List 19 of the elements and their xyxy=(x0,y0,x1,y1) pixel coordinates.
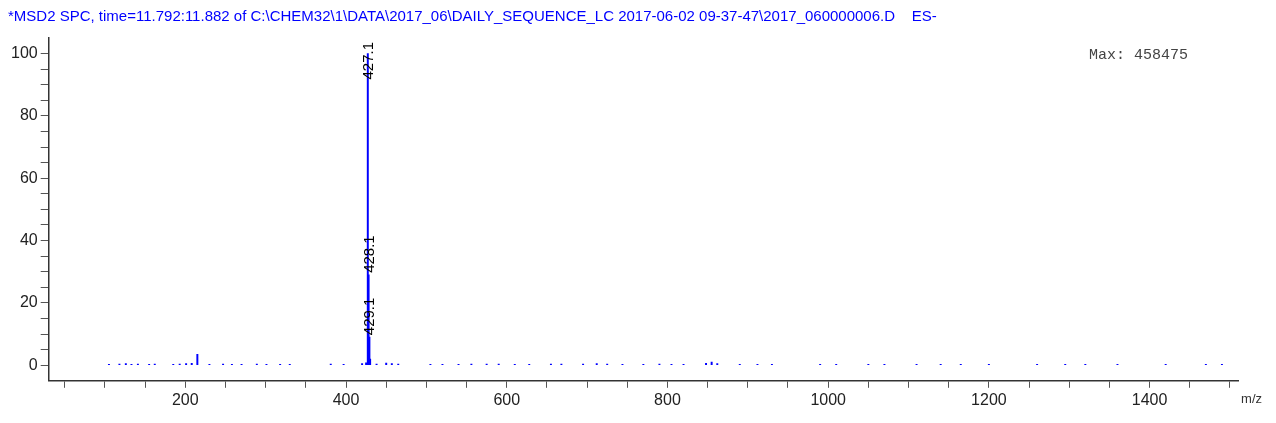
y-tick-label: 100 xyxy=(10,43,38,61)
y-tick-label: 20 xyxy=(19,293,38,311)
annotation: Max: 458475 xyxy=(1088,47,1188,65)
x-tick-label: 400 xyxy=(332,390,360,408)
x-tick-label: 600 xyxy=(493,390,521,408)
y-tick-label: 60 xyxy=(19,168,38,186)
x-tick-label: 200 xyxy=(171,390,199,408)
x-tick-label: 800 xyxy=(654,390,681,408)
annotation: 428.1 xyxy=(359,235,377,273)
chart-title: *MSD2 SPC, time=11.792:11.882 of C:\CHEM32\1\DATA\2017_06\DAILY_SEQUENCE_LC 2017-06-02 09-37-47\2017_060000006.D ES- xyxy=(8,7,937,25)
annotation: 429.1 xyxy=(360,297,378,336)
x-tick-label: 1400 xyxy=(1131,390,1168,408)
x-axis-title: m/z xyxy=(1241,390,1262,406)
y-tick-label: 0 xyxy=(28,355,38,373)
y-tick-label: 40 xyxy=(19,230,38,248)
x-tick-label: 1200 xyxy=(971,390,1007,408)
y-tick-label: 80 xyxy=(19,106,38,124)
annotation: 427.1 xyxy=(358,41,376,80)
x-tick-label: 1000 xyxy=(810,390,847,408)
